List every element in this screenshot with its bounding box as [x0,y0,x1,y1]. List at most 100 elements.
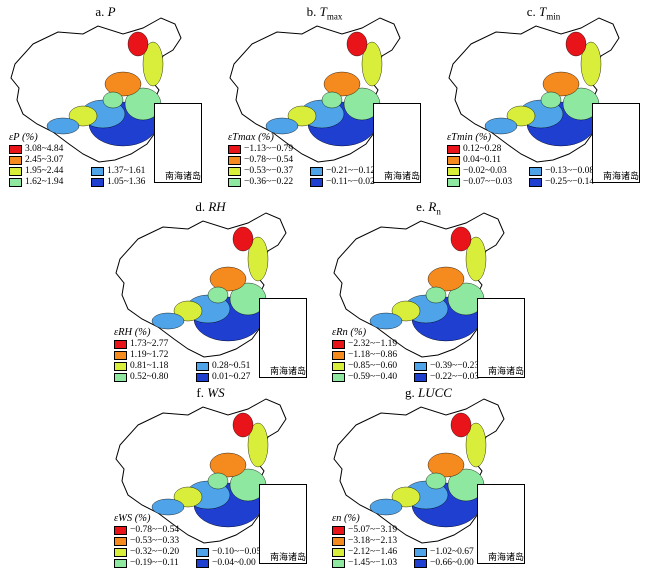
panel-title-subscript: max [326,11,343,22]
legend-swatch [114,526,127,535]
legend-swatch [114,559,127,568]
legend-item: 0.52~0.80 [114,372,168,383]
legend-item: −3.18~−2.13 [332,536,397,547]
legend-swatch [529,167,542,176]
panel-title-variable: R [428,199,437,214]
inset-label: 南海诸岛 [164,169,201,182]
panel-title-prefix: g. [405,385,419,400]
region-patch [465,422,487,468]
panel-title: e. Rn [326,199,531,220]
region-patch [207,472,229,490]
legend-swatch [414,548,427,557]
legend-swatch [332,351,345,360]
legend-label: −0.32~−0.20 [130,547,180,557]
region-patch [142,41,164,87]
legend-item: 2.45~3.07 [9,155,63,166]
region-patch [361,41,383,87]
legend-swatch [332,548,345,557]
region-patch [173,300,203,322]
legend-title: εWS (%) [114,513,151,524]
legend-label: 1.19~1.72 [130,350,169,360]
legend-title: εRH (%) [114,327,151,338]
legend-item: −0.10~−0.05 [196,547,261,558]
legend-swatch [196,559,209,568]
legend-item: −0.13~−0.08 [529,166,594,177]
region-patch [369,498,403,516]
legend-item: −0.59~−0.40 [332,372,397,383]
legend-label: 0.12~0.28 [463,144,502,154]
legend-title: εn (%) [332,513,360,524]
legend-label: −0.36~−0.22 [244,177,294,187]
legend-swatch [414,362,427,371]
legend-label: −0.66~0.00 [430,558,474,568]
panel-title-prefix: a. [95,4,108,19]
panel-title-prefix: e. [416,199,429,214]
legend-swatch [332,526,345,535]
legend-swatch [332,362,345,371]
panel-title: f. WS [108,385,313,401]
legend-item: 0.12~0.28 [447,144,501,155]
region-patch [247,236,269,282]
legend-label: 1.73~2.77 [130,339,169,349]
region-patch [427,266,465,292]
legend-label: −0.53~−0.33 [130,536,180,546]
legend-title: εTmax (%) [228,132,274,143]
legend-item: −0.78~−0.54 [114,525,179,536]
legend-item: 0.01~0.27 [196,372,250,383]
region-patch [450,412,472,438]
legend-label: −2.12~−1.46 [348,547,398,557]
legend-item: −0.66~0.00 [414,558,474,569]
panel-title-subscript: n [436,206,441,217]
legend-swatch [196,362,209,371]
legend-item: −0.19~−0.11 [114,558,179,569]
region-patch [247,422,269,468]
legend-label: −0.21~−0.12 [326,166,376,176]
legend-item: 1.73~2.77 [114,339,168,350]
legend-title: εRn (%) [332,327,367,338]
legend-swatch [114,548,127,557]
region-patch [232,412,254,438]
region-patch [265,117,299,135]
legend-label: −0.78~−0.54 [130,525,180,535]
panel-e-Rn: e. Rn εRn (%) −2.32~−1.19 −1.18~−0.86 −0.85~… [326,199,531,384]
region-patch [68,105,98,127]
legend-label: 0.01~0.27 [212,372,251,382]
legend-label: −0.59~−0.40 [348,372,398,382]
legend-label: −0.25~−0.14 [545,177,595,187]
legend-swatch [447,178,460,187]
legend-label: −0.04~0.00 [212,558,256,568]
legend-label: 2.45~3.07 [25,155,64,165]
legend-swatch [414,559,427,568]
panel-title-prefix: d. [195,199,209,214]
legend-swatch [332,373,345,382]
legend-swatch [9,167,22,176]
inset-label: 南海诸岛 [269,364,306,377]
legend-swatch [196,373,209,382]
legend-swatch [447,156,460,165]
inset-label: 南海诸岛 [383,169,420,182]
legend-item: −0.04~0.00 [196,558,256,569]
region-patch [465,236,487,282]
legend-item: −2.12~−1.46 [332,547,397,558]
legend-item: −0.21~−0.12 [310,166,375,177]
region-patch [580,41,602,87]
panel-title-variable: RH [208,199,226,214]
legend-label: 1.95~2.44 [25,166,64,176]
legend-swatch [447,167,460,176]
region-patch [102,91,124,109]
legend-label: −0.53~−0.37 [244,166,294,176]
legend-swatch [91,178,104,187]
legend-swatch [332,340,345,349]
legend-item: 0.04~0.11 [447,155,501,166]
legend-item: −0.32~−0.20 [114,547,179,558]
region-patch [427,452,465,478]
legend-label: 1.05~1.36 [107,177,146,187]
china-map [229,17,401,163]
legend-label: −0.13~−0.08 [545,166,595,176]
legend-label: 1.37~1.61 [107,166,146,176]
inset-label: 南海诸岛 [269,550,306,563]
region-patch [506,105,536,127]
legend-swatch [114,537,127,546]
legend-label: −0.07~−0.03 [463,177,513,187]
